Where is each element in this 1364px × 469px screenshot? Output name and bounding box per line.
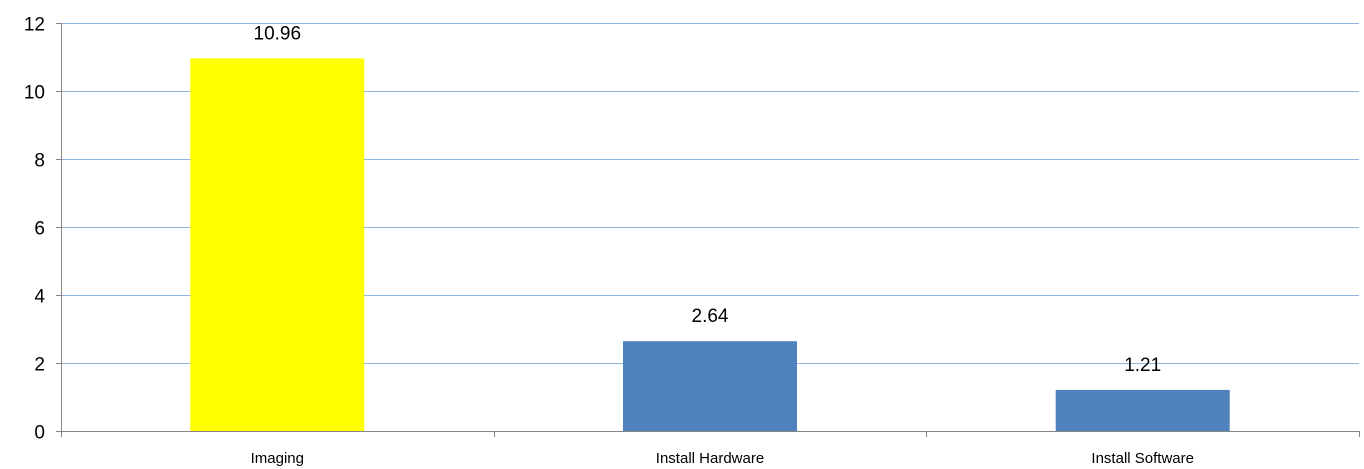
y-axis-tick-labels: 0 2 4 6 8 10 12	[24, 15, 46, 444]
x-tick-label: Install Software	[1091, 450, 1194, 467]
bar-imaging	[190, 58, 365, 432]
bar-install-software	[1055, 389, 1230, 431]
bar-install-hardware	[623, 341, 797, 431]
y-tick-label: 0	[34, 423, 45, 444]
data-label: 2.64	[692, 306, 729, 327]
y-tick-label: 4	[34, 287, 45, 308]
bars	[190, 58, 1230, 432]
data-labels: 10.96 2.64 1.21	[254, 23, 1162, 376]
y-tick-label: 10	[24, 83, 45, 104]
x-tick-label: Install Hardware	[656, 450, 764, 467]
axes	[56, 23, 1360, 437]
y-tick-label: 2	[34, 355, 45, 376]
x-tick-label: Imaging	[251, 450, 304, 467]
data-label: 10.96	[254, 23, 302, 44]
y-tick-label: 8	[34, 151, 45, 172]
y-tick-label: 12	[24, 15, 45, 36]
y-tick-label: 6	[34, 219, 45, 240]
x-axis-tick-labels: Imaging Install Hardware Install Software	[251, 450, 1194, 467]
data-label: 1.21	[1124, 355, 1161, 376]
